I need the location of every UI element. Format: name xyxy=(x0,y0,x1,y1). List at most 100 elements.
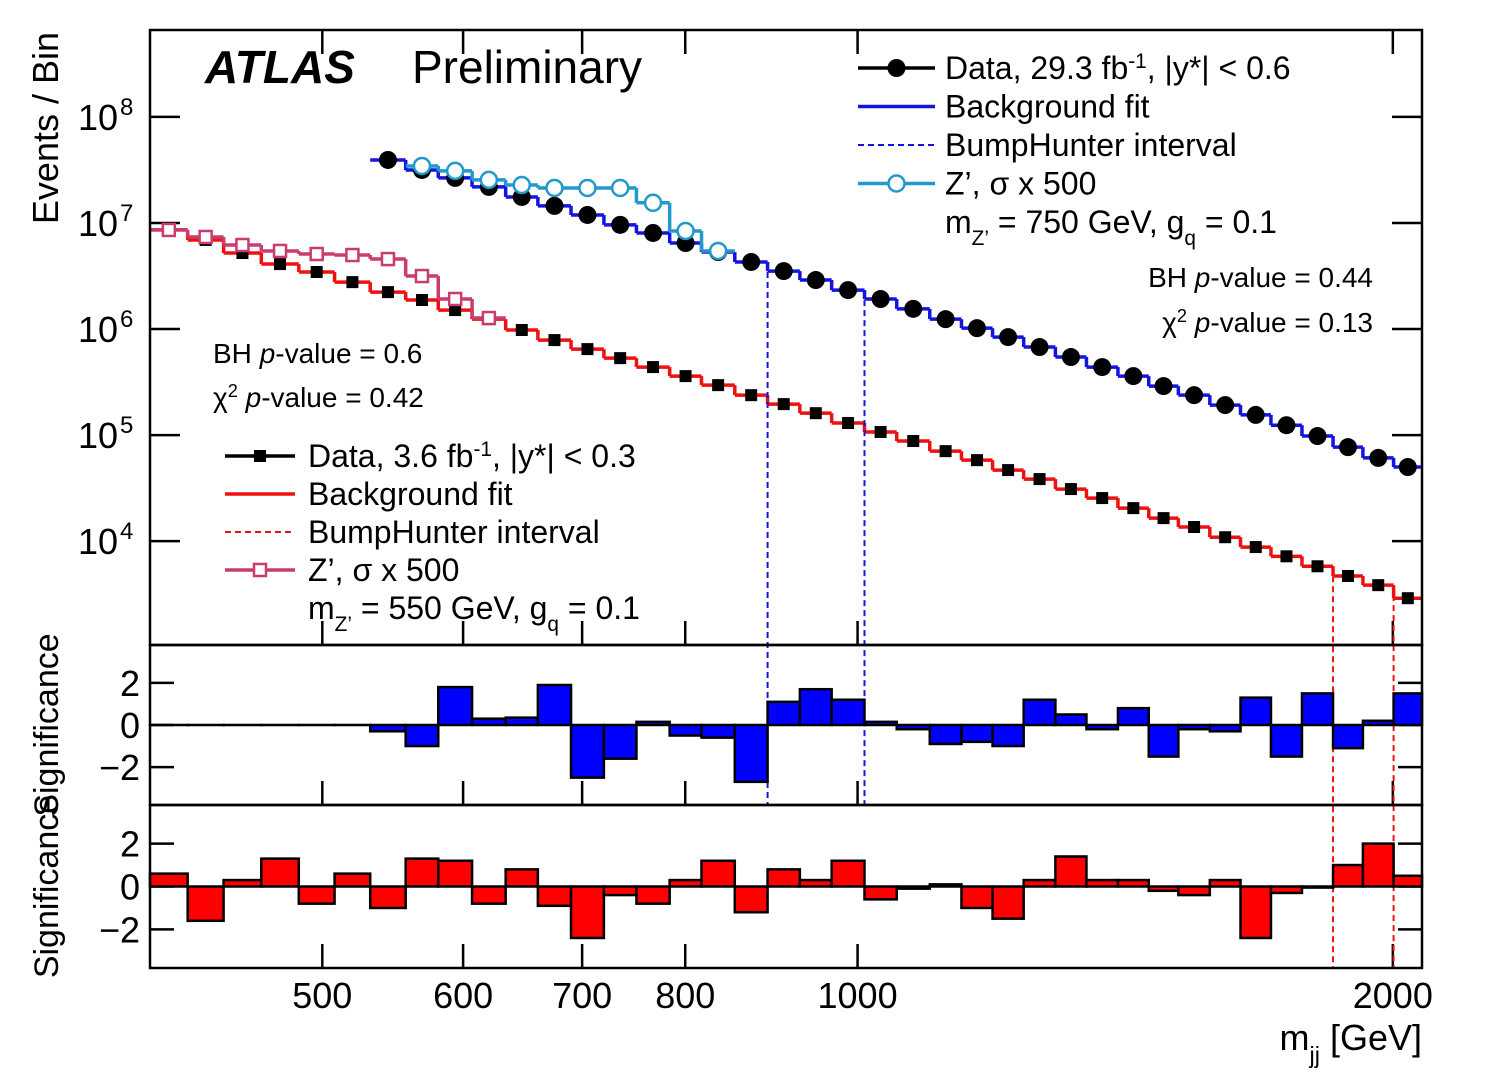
significance-bar xyxy=(1331,723,1365,750)
status-label: Preliminary xyxy=(412,41,642,93)
text-part: p xyxy=(1194,262,1211,293)
y-tick-label: 2 xyxy=(120,663,140,704)
x-tick-label: 500 xyxy=(292,975,352,1016)
text-part: Z’, σ x 500 xyxy=(945,166,1096,202)
text-part: q xyxy=(547,613,559,636)
significance-bar xyxy=(635,720,671,727)
data-point xyxy=(611,215,630,234)
data-point xyxy=(806,271,825,290)
significance-bar xyxy=(863,885,898,901)
y-tick-exponent: 7 xyxy=(120,200,133,227)
text-part: m xyxy=(308,590,335,626)
significance-bar xyxy=(1116,706,1150,727)
data-point xyxy=(712,379,725,392)
data-point xyxy=(381,286,394,299)
legend-note: mZ’ = 750 GeV, gq = 0.1 xyxy=(945,204,1277,250)
significance-bar xyxy=(1022,878,1057,888)
significance-bar xyxy=(991,885,1025,920)
data-point xyxy=(1246,405,1265,424)
data-point xyxy=(839,281,858,300)
data-point xyxy=(1096,492,1109,505)
signal-point xyxy=(481,310,497,326)
data-point xyxy=(968,319,987,338)
significance-bar xyxy=(798,878,833,888)
significance-bar xyxy=(830,698,866,727)
data-point xyxy=(1372,579,1385,592)
significance-bar xyxy=(991,723,1025,748)
legend-label: Background fit xyxy=(945,89,1150,125)
data-point xyxy=(1185,386,1204,405)
significance-bar xyxy=(148,872,189,888)
signal-point xyxy=(643,193,663,213)
data-point xyxy=(515,323,528,336)
data-point xyxy=(1219,531,1232,544)
significance-bar xyxy=(733,885,769,914)
significance-bar xyxy=(798,687,833,727)
significance-bar xyxy=(1147,885,1180,893)
data-point xyxy=(449,304,462,317)
data-point xyxy=(742,252,761,271)
significance-bar xyxy=(960,723,994,744)
signal-point xyxy=(676,221,695,241)
signal-point xyxy=(545,178,564,198)
data-point xyxy=(1369,448,1388,467)
signal-point xyxy=(708,241,728,261)
text-part: p xyxy=(245,382,262,413)
data-point xyxy=(1124,367,1143,386)
significance-bar xyxy=(437,685,474,727)
text-part: -1 xyxy=(473,438,492,461)
text-part: BumpHunter interval xyxy=(945,127,1237,163)
y-tick-label: 2 xyxy=(120,824,140,865)
data-point xyxy=(415,293,428,306)
legend-label: Z’, σ x 500 xyxy=(945,166,1096,202)
data-point xyxy=(1127,502,1140,515)
significance-bar xyxy=(1361,719,1395,727)
signal-point xyxy=(414,268,430,284)
text-part: Background fit xyxy=(308,476,513,512)
data-point xyxy=(346,276,359,289)
data-point xyxy=(777,398,790,411)
text-part xyxy=(1187,307,1195,338)
text-part: p xyxy=(259,338,276,369)
y-tick-label: 10 xyxy=(78,415,118,456)
significance-bar xyxy=(222,878,263,888)
data-point xyxy=(614,352,627,365)
data-point xyxy=(1280,550,1293,563)
data-point xyxy=(1216,396,1235,415)
significance-bar xyxy=(1392,874,1424,888)
significance-bar xyxy=(1116,878,1150,888)
data-point xyxy=(936,310,955,329)
significance-bar xyxy=(186,885,225,923)
data-point xyxy=(1398,458,1417,477)
significance-bar xyxy=(1392,692,1424,727)
signal-point xyxy=(309,246,324,262)
y-tick-exponent: 6 xyxy=(120,306,133,333)
y-tick-label: 10 xyxy=(78,309,118,350)
significance-bar xyxy=(766,868,802,888)
significance-bar xyxy=(668,878,703,888)
text-part: 2 xyxy=(228,381,238,401)
significance-bar xyxy=(1085,878,1120,888)
data-point xyxy=(971,454,984,467)
data-point xyxy=(274,258,287,271)
x-axis-title: mjj [GeV] xyxy=(1280,1017,1422,1068)
y-tick-exponent: 5 xyxy=(120,412,133,439)
signal-point xyxy=(445,161,465,181)
text-part: BumpHunter interval xyxy=(308,514,600,550)
data-point xyxy=(1093,358,1112,377)
significance-bar xyxy=(895,885,932,890)
signal-point xyxy=(198,229,213,245)
data-point xyxy=(904,299,923,318)
text-part: = 550 GeV, g xyxy=(352,590,547,626)
significance-bar xyxy=(1300,885,1335,889)
significance-bar xyxy=(1177,723,1212,731)
x-tick-label: 700 xyxy=(552,975,612,1016)
x-tick-label: 800 xyxy=(655,975,715,1016)
text-part: Data, 29.3 fb xyxy=(945,50,1128,86)
significance-bar xyxy=(504,716,540,727)
significance-bar xyxy=(368,885,407,910)
legend-label: Background fit xyxy=(308,476,513,512)
data-point xyxy=(548,334,561,347)
data-point xyxy=(1157,512,1170,525)
